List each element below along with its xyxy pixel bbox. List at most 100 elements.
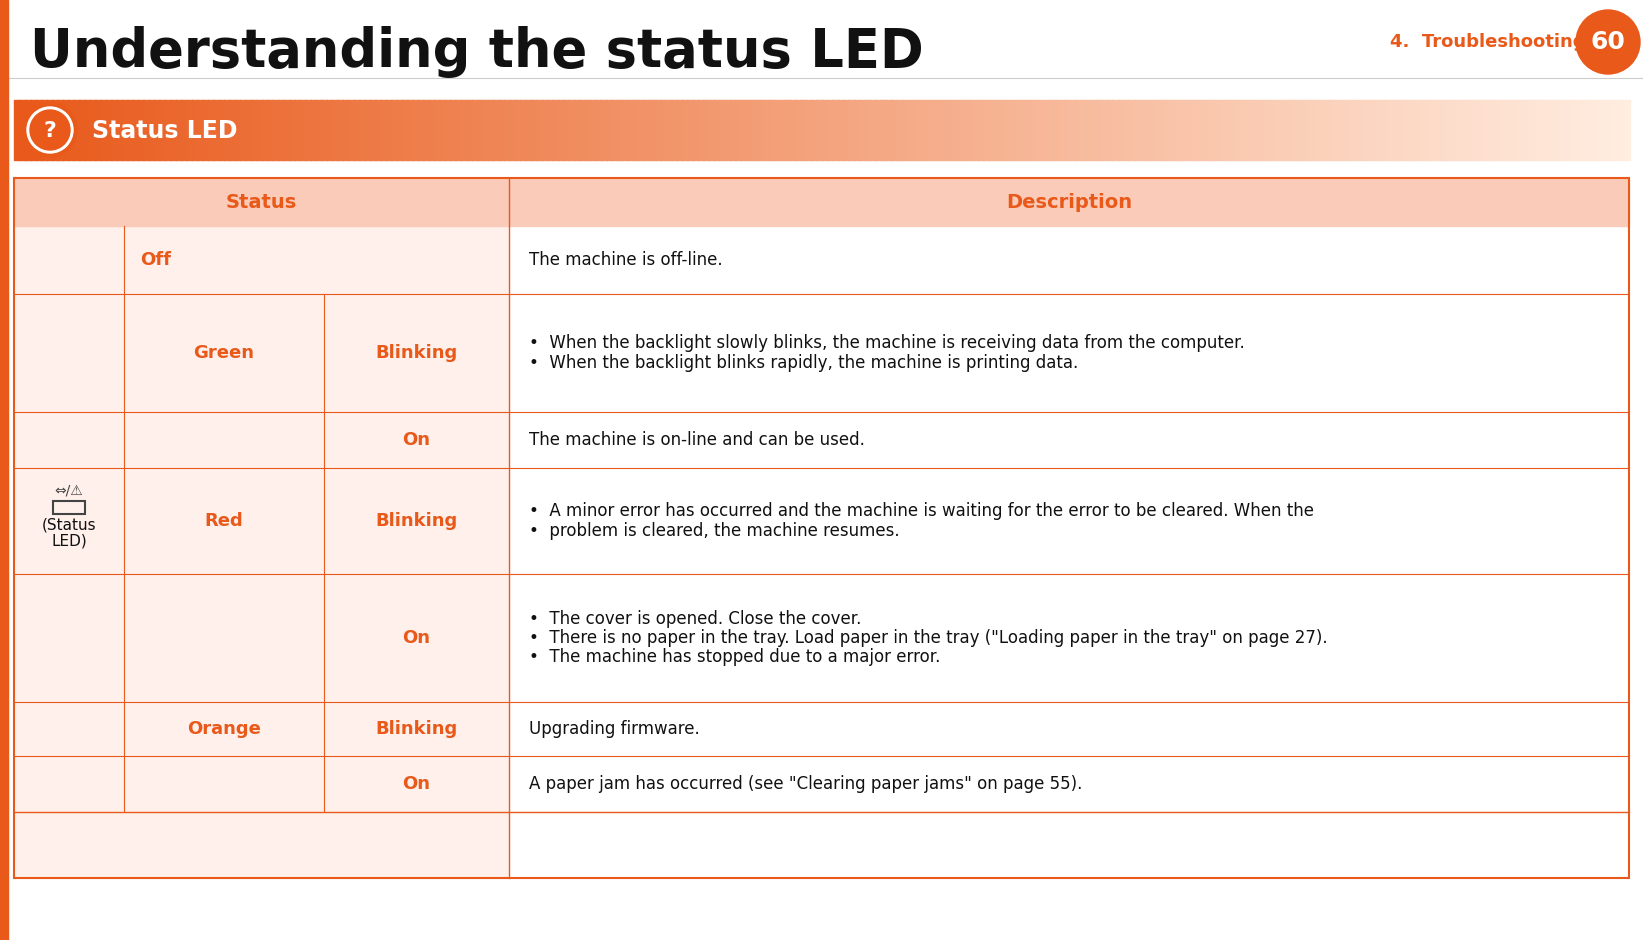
Bar — [713, 100, 720, 160]
Bar — [353, 100, 360, 160]
Bar — [800, 100, 807, 160]
Bar — [1117, 100, 1124, 160]
Bar — [639, 100, 644, 160]
Bar — [176, 100, 182, 160]
Bar — [1559, 100, 1566, 160]
Bar — [25, 100, 31, 160]
Bar — [1328, 100, 1334, 160]
Bar — [1053, 100, 1060, 160]
Bar — [1382, 100, 1388, 160]
Bar — [725, 100, 731, 160]
Bar — [84, 100, 90, 160]
Text: Off: Off — [140, 251, 171, 269]
Bar — [1242, 100, 1247, 160]
Bar — [1429, 100, 1436, 160]
Bar — [1370, 100, 1377, 160]
Bar — [542, 100, 549, 160]
Bar — [0, 0, 8, 940]
Bar — [401, 100, 407, 160]
Bar — [677, 100, 682, 160]
Bar — [1091, 100, 1098, 160]
Bar — [1219, 100, 1226, 160]
Bar — [956, 100, 963, 160]
Bar — [79, 100, 85, 160]
Bar — [989, 100, 994, 160]
Bar — [736, 100, 741, 160]
Bar — [1037, 100, 1043, 160]
Bar — [1150, 100, 1157, 160]
Bar — [74, 100, 79, 160]
Bar — [223, 100, 230, 160]
Bar — [396, 100, 403, 160]
Bar — [509, 100, 516, 160]
Text: LED): LED) — [51, 534, 87, 549]
Bar — [951, 100, 958, 160]
Bar — [665, 100, 672, 160]
Bar — [746, 100, 752, 160]
Bar — [918, 100, 925, 160]
Bar — [1597, 100, 1604, 160]
Bar — [1252, 100, 1259, 160]
Bar — [1129, 100, 1135, 160]
Bar — [488, 100, 495, 160]
Bar — [467, 100, 473, 160]
Bar — [358, 100, 365, 160]
Text: 60: 60 — [1590, 30, 1625, 54]
Bar — [51, 100, 58, 160]
Bar — [261, 100, 268, 160]
Bar — [445, 100, 452, 160]
Bar — [1613, 100, 1620, 160]
Bar — [876, 100, 882, 160]
Bar — [1198, 100, 1204, 160]
Bar — [493, 100, 499, 160]
Bar — [514, 100, 521, 160]
Bar — [1602, 100, 1608, 160]
Bar — [633, 100, 639, 160]
Bar — [214, 100, 220, 160]
Bar — [202, 100, 209, 160]
Text: On: On — [403, 431, 430, 449]
Text: •  There is no paper in the tray. Load paper in the tray ("Loading paper in the : • There is no paper in the tray. Load pa… — [529, 629, 1328, 647]
Bar — [311, 100, 317, 160]
Bar — [498, 100, 504, 160]
Bar — [95, 100, 102, 160]
Bar — [817, 100, 823, 160]
Circle shape — [23, 103, 77, 157]
Bar — [547, 100, 554, 160]
Bar — [380, 100, 386, 160]
Bar — [1592, 100, 1597, 160]
Bar — [15, 178, 1628, 226]
Bar — [1398, 100, 1403, 160]
Bar — [1188, 100, 1194, 160]
Text: •  A minor error has occurred and the machine is waiting for the error to be cle: • A minor error has occurred and the mac… — [529, 503, 1314, 521]
Bar — [197, 100, 204, 160]
Bar — [999, 100, 1006, 160]
Bar — [1070, 100, 1076, 160]
Bar — [164, 100, 171, 160]
Bar — [1032, 100, 1038, 160]
Bar — [1436, 100, 1441, 160]
Bar — [283, 100, 289, 160]
Bar — [133, 100, 138, 160]
Text: On: On — [403, 629, 430, 647]
Bar — [1387, 100, 1393, 160]
Bar — [654, 100, 660, 160]
Bar — [1112, 100, 1119, 160]
Bar — [455, 100, 462, 160]
Bar — [1139, 100, 1145, 160]
Bar — [1360, 100, 1367, 160]
Bar — [342, 100, 348, 160]
Bar — [741, 100, 748, 160]
Bar — [902, 100, 909, 160]
Bar — [504, 100, 511, 160]
Bar — [36, 100, 43, 160]
Bar — [439, 100, 445, 160]
Bar — [62, 100, 69, 160]
Bar — [1010, 100, 1017, 160]
Bar — [1086, 100, 1091, 160]
Bar — [601, 100, 608, 160]
Bar — [568, 100, 575, 160]
Bar — [1209, 100, 1216, 160]
Bar — [1263, 100, 1270, 160]
Bar — [117, 100, 123, 160]
